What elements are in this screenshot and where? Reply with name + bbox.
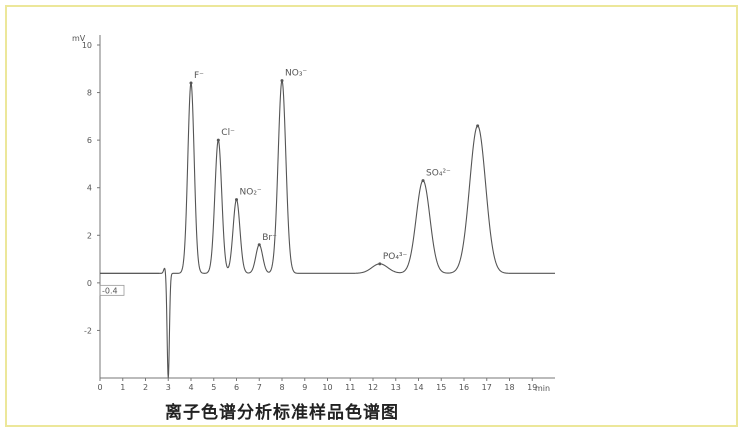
x-tick-label: 7 [257, 383, 262, 392]
baseline-marker-label: -0.4 [102, 286, 118, 295]
peak-label: F⁻ [194, 71, 204, 81]
y-tick-label: 2 [87, 231, 92, 240]
x-tick-label: 5 [211, 383, 216, 392]
x-tick-label: 16 [459, 383, 469, 392]
x-tick-label: 14 [413, 383, 423, 392]
y-tick-label: 4 [87, 184, 92, 193]
x-tick-label: 13 [391, 383, 401, 392]
y-tick-label: 6 [87, 136, 92, 145]
x-tick-label: 3 [166, 383, 171, 392]
peak-apex-point [216, 138, 220, 142]
y-axis-unit: mV [72, 34, 86, 43]
peak-apex-point [476, 124, 480, 128]
y-tick-label: 8 [87, 89, 92, 98]
x-tick-label: 6 [234, 383, 239, 392]
x-tick-label: 12 [368, 383, 378, 392]
peak-label: SO₄²⁻ [426, 169, 451, 179]
peak-apex-point [378, 262, 382, 266]
x-tick-label: 9 [302, 383, 307, 392]
x-axis-unit: min [535, 384, 550, 393]
chromatogram-trace [100, 79, 555, 378]
chart-frame [5, 5, 738, 427]
x-tick-label: 15 [436, 383, 446, 392]
y-tick-label: 0 [87, 279, 92, 288]
peak-label: Cl⁻ [221, 128, 235, 138]
peak-apex-point [257, 243, 261, 247]
chart-labels: F⁻ Cl⁻ NO₂⁻ Br⁻ NO₃⁻ PO₄³⁻ SO₄²⁻ [194, 69, 451, 262]
peak-apex-point [189, 81, 193, 85]
peak-label: Br⁻ [262, 233, 277, 243]
peak-label: PO₄³⁻ [383, 252, 408, 262]
y-tick-label: 10 [82, 41, 92, 50]
x-tick-label: 1 [120, 383, 125, 392]
y-tick-label: -2 [84, 326, 92, 335]
x-tick-label: 2 [143, 383, 148, 392]
x-tick-label: 17 [482, 383, 492, 392]
x-tick-label: 19 [527, 383, 537, 392]
x-tick-label: 8 [279, 383, 284, 392]
chart-series [100, 79, 555, 378]
x-tick-label: 0 [97, 383, 102, 392]
peak-apex-point [280, 79, 284, 83]
x-tick-label: 4 [188, 383, 193, 392]
peak-label: NO₂⁻ [240, 188, 262, 198]
peak-label: NO₃⁻ [285, 69, 307, 79]
x-tick-label: 10 [322, 383, 332, 392]
x-tick-label: 11 [345, 383, 355, 392]
chart-caption: 离子色谱分析标准样品色谱图 [165, 403, 399, 423]
peak-apex-point [421, 179, 425, 183]
x-tick-label: 18 [504, 383, 514, 392]
peak-apex-point [235, 198, 238, 202]
baseline-marker-box [99, 284, 125, 296]
